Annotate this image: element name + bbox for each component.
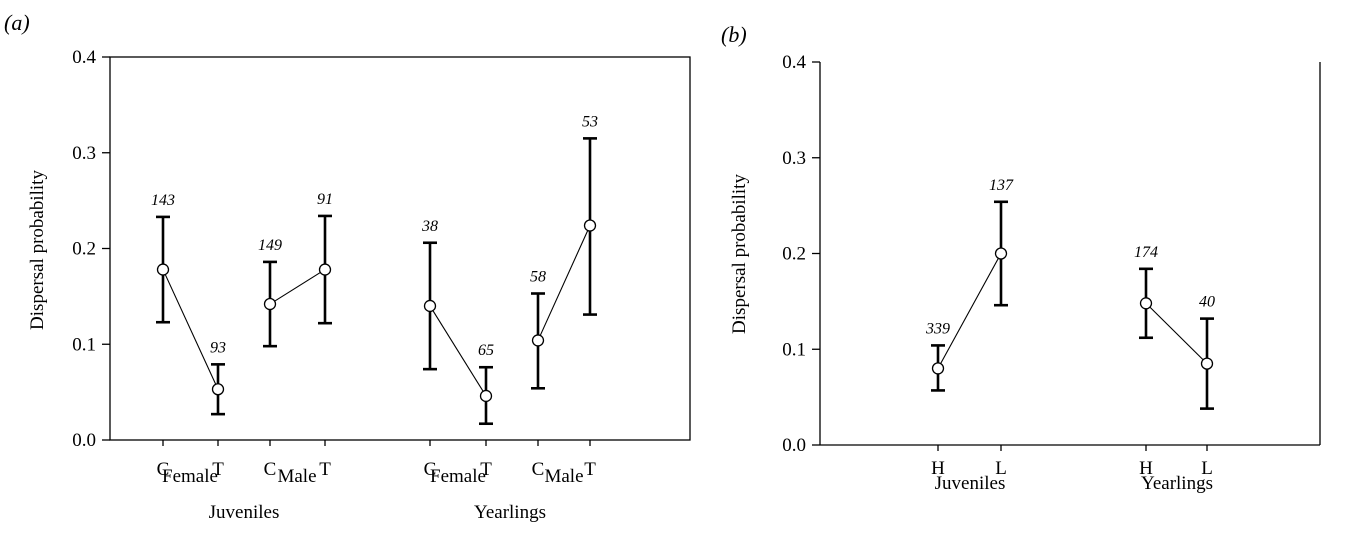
panel-a-data-point (211, 383, 225, 396)
panel-b-y-tick-label: 0.1 (782, 339, 806, 360)
panel-b-data-point (1139, 297, 1153, 310)
panel-b-age-label: Yearlings (1141, 473, 1213, 494)
panel-b-sample-size-label: 137 (989, 177, 1014, 194)
panel-b-y-axis-label: Dispersal probability (729, 174, 750, 334)
panel-a: (a) Dispersal probability 0.0 0.1 0.2 0.3 0.… (4, 10, 691, 523)
panel-b-label: (b) (721, 22, 747, 47)
panel-a-y-tick-label: 0.3 (72, 143, 96, 164)
panel-a-sample-size-label: 149 (258, 237, 282, 254)
panel-b-group-label: L (1201, 458, 1213, 479)
panel-a-sex-label: Female (162, 466, 218, 487)
panel-a-group-label: C (424, 459, 437, 480)
panel-b: (b) Dispersal probability 0.0 0.1 0.2 0.3 0.… (721, 22, 1321, 494)
panel-a-group-label: C (157, 459, 170, 480)
panel-b-y-tick-label: 0.3 (782, 148, 806, 169)
panel-a-sample-size-label: 91 (317, 191, 333, 208)
panel-b-y-tick-label: 0.4 (782, 52, 806, 73)
panel-b-y-tick-label: 0.0 (782, 435, 806, 456)
panel-a-data-point (583, 219, 597, 232)
panel-b-age-label: Juveniles (935, 473, 1006, 494)
panel-a-connector-line (537, 225, 591, 341)
panel-a-group-label: C (264, 459, 277, 480)
panel-b-data-point (931, 362, 945, 375)
panel-b-data-point (994, 247, 1008, 260)
panel-a-age-label: Juveniles (209, 502, 280, 523)
panel-a-sample-size-label: 58 (530, 269, 546, 286)
panel-a-y-axis-label: Dispersal probability (27, 170, 48, 330)
panel-a-y-tick-label: 0.2 (72, 239, 96, 260)
panel-a-data-point (479, 389, 493, 403)
panel-b-connector-line (937, 253, 1002, 369)
panel-a-group-label: C (532, 459, 545, 480)
panel-b-y-tick-label: 0.2 (782, 244, 806, 265)
panel-a-data-point (318, 263, 332, 276)
panel-a-sex-label: Female (430, 466, 486, 487)
panel-a-sample-size-label: 53 (582, 113, 598, 130)
panel-b-sample-size-label: 174 (1134, 244, 1158, 261)
panel-a-connector-line (162, 269, 219, 390)
panel-a-data-point (156, 263, 170, 276)
panel-a-connector-line (429, 305, 487, 397)
panel-a-plot-frame (109, 56, 691, 441)
panel-a-sample-size-label: 143 (151, 192, 175, 209)
panel-b-group-label: H (931, 458, 945, 479)
panel-a-group-label: T (212, 459, 224, 480)
panel-a-y-tick-label: 0.1 (72, 334, 96, 355)
panel-a-group-label: T (319, 459, 331, 480)
panel-b-sample-size-label: 40 (1199, 294, 1215, 311)
panel-a-group-label: T (584, 459, 596, 480)
panel-a-sex-label: Male (277, 466, 316, 487)
panel-b-group-label: H (1139, 458, 1153, 479)
panel-a-age-label: Yearlings (474, 502, 546, 523)
panel-a-sample-size-label: 38 (421, 218, 438, 235)
panel-b-sample-size-label: 339 (925, 320, 950, 337)
panel-b-data-point (1200, 357, 1214, 370)
panel-a-sample-size-label: 93 (210, 339, 226, 356)
panel-a-connector-line (269, 269, 326, 305)
panel-a-data-point (531, 334, 545, 347)
panel-a-group-label: T (480, 459, 492, 480)
panel-b-group-label: L (995, 458, 1007, 479)
panel-a-y-tick-label: 0.0 (72, 430, 96, 451)
panel-a-label: (a) (4, 10, 30, 35)
panel-a-sex-label: Male (544, 466, 583, 487)
panel-a-y-tick-label: 0.4 (72, 47, 96, 68)
panel-a-data-point (423, 299, 437, 313)
panel-b-connector-line (1145, 302, 1208, 365)
panel-a-sample-size-label: 65 (478, 342, 494, 359)
panel-a-data-point (263, 297, 277, 311)
